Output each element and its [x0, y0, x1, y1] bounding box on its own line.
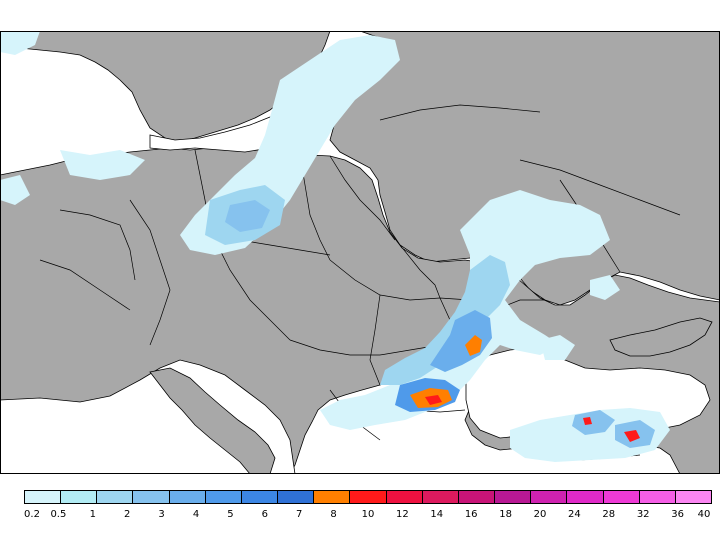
legend-swatch	[241, 491, 279, 503]
legend-swatch	[567, 491, 604, 503]
legend-swatch	[675, 491, 711, 503]
legend-swatch	[639, 491, 676, 503]
legend-label: 6	[261, 509, 268, 520]
legend-label: 20	[533, 509, 547, 520]
legend-label: 1	[89, 509, 96, 520]
precipitation-map	[0, 31, 720, 474]
legend-swatch	[422, 491, 459, 503]
legend-label: 32	[636, 509, 650, 520]
legend-swatch	[314, 491, 351, 503]
legend-swatch	[603, 491, 640, 503]
color-scale-bar	[24, 490, 712, 504]
legend-swatch	[458, 491, 496, 503]
legend-swatch	[169, 491, 206, 503]
legend-label: 4	[192, 509, 200, 520]
precipitation-field	[0, 31, 670, 462]
land-crimea	[609, 317, 713, 357]
legend-swatch	[350, 491, 387, 503]
legend-swatch	[278, 491, 315, 503]
legend-label: 36	[671, 509, 684, 520]
legend-swatch	[386, 491, 423, 503]
legend-swatch	[97, 491, 134, 503]
legend-label: 14	[430, 509, 444, 520]
legend-label: 18	[499, 509, 512, 520]
legend-label: 0.2	[24, 509, 40, 520]
legend-swatch	[25, 491, 62, 503]
color-scale-labels: 0.2 0.5 1 2 3 4 5 6 7 8 10 12 14 16 18 20 24 28 32 36 40	[24, 509, 712, 523]
legend-label: 7	[296, 509, 303, 520]
legend-swatch	[495, 491, 532, 503]
legend-label: 8	[330, 509, 337, 520]
legend-label: 10	[361, 509, 375, 520]
legend-label: 5	[227, 509, 234, 520]
legend-label: 24	[568, 509, 581, 520]
legend-label: 40	[697, 509, 711, 520]
legend-swatch	[133, 491, 170, 503]
legend-swatch	[205, 491, 242, 503]
legend-label: 3	[158, 509, 165, 520]
legend-label: 16	[464, 509, 478, 520]
land-italy	[149, 367, 276, 474]
legend-swatch	[531, 491, 568, 503]
legend-label: 2	[124, 509, 131, 520]
legend-label: 12	[396, 509, 409, 520]
legend-label: 28	[602, 509, 616, 520]
legend-swatch	[61, 491, 98, 503]
legend-label: 0.5	[50, 509, 67, 520]
